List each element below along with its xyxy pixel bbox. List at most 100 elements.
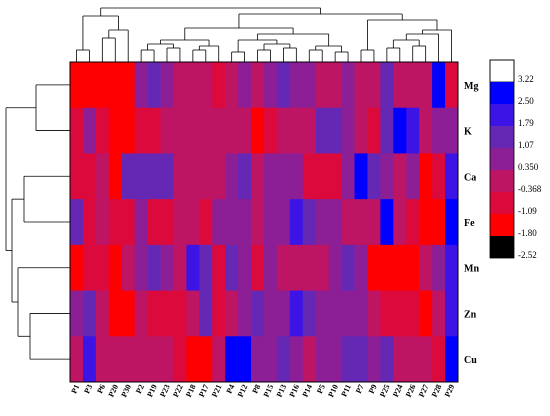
legend-label: 1.79 [518,118,534,128]
column-label: P4 [225,383,237,395]
heatmap-cell [173,107,187,154]
heatmap-cell [419,244,433,291]
heatmap-cell [251,290,265,337]
heatmap-cell [380,153,394,200]
heatmap-cell [264,153,278,200]
heatmap-cell [212,244,226,291]
heatmap-cell [95,153,110,200]
heatmap-cell [108,62,123,109]
heatmap-cell [341,153,355,200]
heatmap-cell [82,199,97,246]
heatmap-cell [328,244,342,291]
column-label: P23 [158,383,172,398]
column-label: P21 [210,383,224,398]
column-label: P29 [443,383,457,398]
heatmap-cell [186,290,200,337]
heatmap-cell [238,153,252,200]
heatmap-cell [70,290,84,337]
heatmap-cell [95,244,110,291]
column-label: P12 [236,383,250,398]
heatmap-cell [393,107,407,154]
heatmap-cell [328,199,342,246]
heatmap-cell [341,199,355,246]
heatmap-cell [328,290,342,337]
heatmap-cell [367,244,381,291]
heatmap-cell [445,62,459,109]
heatmap-cell [367,290,381,337]
heatmap-cell [212,62,226,109]
heatmap-cell [289,199,304,246]
column-label: P1 [69,383,81,395]
heatmap-cell [315,153,330,200]
heatmap-cell [108,244,123,291]
heatmap-cell [212,107,226,154]
heatmap-cell [289,290,304,337]
heatmap-cell [264,199,278,246]
heatmap-cell [276,62,291,109]
heatmap-cell [367,153,381,200]
heatmap-cell [264,290,278,337]
heatmap-cell [302,62,317,109]
heatmap-cell [367,62,381,109]
column-label: P18 [184,383,198,398]
heatmap-cell [445,199,459,246]
heatmap-cell [354,336,368,383]
heatmap-cell [289,107,304,154]
heatmap-grid [70,62,459,383]
heatmap-cell [393,62,407,109]
heatmap-cell [445,107,459,154]
heatmap-cell [393,290,407,337]
heatmap-cell [121,244,136,291]
heatmap-cell [199,107,213,154]
heatmap-cell [432,290,446,337]
column-label: P30 [119,383,133,398]
heatmap-cell [134,244,148,291]
heatmap-cell [108,153,123,200]
legend-label: -1.80 [518,228,537,238]
heatmap-cell [173,199,187,246]
column-label: P11 [339,383,352,398]
heatmap-cell [121,199,136,246]
column-label: P10 [326,383,340,398]
heatmap-cell [82,62,97,109]
heatmap-cell [225,153,239,200]
heatmap-cell [238,62,252,109]
legend-swatch [489,59,515,83]
column-label: P27 [417,383,431,398]
heatmap-cell [251,199,265,246]
heatmap-cell [173,290,187,337]
row-label: K [464,127,472,138]
heatmap-cell [419,336,433,383]
heatmap-cell [82,107,97,154]
heatmap-cell [302,199,317,246]
column-label: P15 [262,383,276,398]
heatmap-cell [406,244,420,291]
column-label: P25 [378,383,392,398]
heatmap-cell [95,199,110,246]
heatmap-cell [445,153,459,200]
heatmap-cell [264,336,278,383]
column-label: P28 [430,383,444,398]
heatmap-cell [289,244,304,291]
heatmap-cell [160,153,174,200]
heatmap-cell [147,336,161,383]
heatmap-cell [186,244,200,291]
heatmap-cell [134,290,148,337]
heatmap-cell [225,244,239,291]
heatmap-cell [95,290,110,337]
heatmap-cell [199,244,213,291]
legend-swatch [490,82,514,104]
legend-swatch [490,148,514,170]
heatmap-cell [380,336,394,383]
column-label: P3 [82,383,94,395]
heatmap-cell [419,199,433,246]
heatmap-cell [147,62,161,109]
heatmap-cell [160,199,174,246]
heatmap-cell [406,199,420,246]
heatmap-cell [341,62,355,109]
row-labels: Mg K Ca Fe Mn Zn Cu [464,81,479,366]
heatmap-cell [147,107,161,154]
heatmap-cell [328,336,342,383]
heatmap-cell [406,107,420,154]
column-label: P13 [275,383,289,398]
